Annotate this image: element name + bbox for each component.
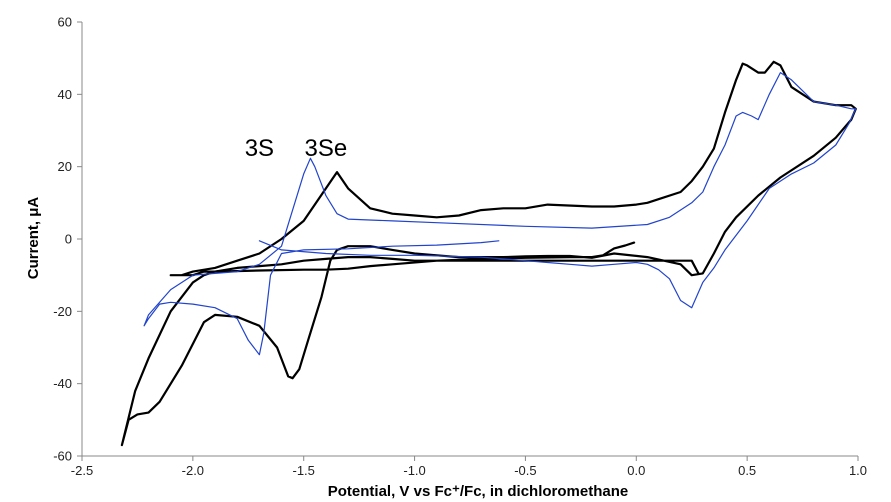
x-axis-title: Potential, V vs Fc⁺/Fc, in dichlorometha… — [328, 483, 628, 500]
annotation-label: 3Se — [305, 135, 348, 162]
x-tick-label: -1.5 — [293, 463, 315, 478]
series-line-2 — [143, 72, 857, 356]
x-tick-label: -1.0 — [403, 463, 425, 478]
series-layer — [120, 60, 857, 447]
series-line-1 — [120, 60, 857, 447]
y-axis-title: Current, μA — [25, 197, 42, 280]
annotation-label: 3S — [245, 135, 274, 162]
annotations: 3S 3Se — [245, 135, 348, 162]
x-tick-label: 1.0 — [849, 463, 867, 478]
y-tick-label: 20 — [58, 159, 72, 174]
plot-area — [81, 22, 858, 457]
x-tick-label: 0.5 — [738, 463, 756, 478]
x-tick-label: -2.5 — [71, 463, 93, 478]
y-tick-label: -60 — [53, 449, 72, 464]
tick-labels: -2.5 -2.0 -1.5 -1.0 -0.5 0.0 0.5 1.0 -60 -40 -20 0 2… — [53, 15, 867, 479]
y-tick-label: -40 — [53, 376, 72, 391]
y-tick-label: 0 — [65, 232, 72, 247]
y-tick-label: 60 — [58, 15, 72, 30]
y-tick-label: 40 — [58, 87, 72, 102]
x-tick-label: -2.0 — [182, 463, 204, 478]
x-tick-label: -0.5 — [514, 463, 536, 478]
y-tick-label: -20 — [53, 304, 72, 319]
x-tick-label: 0.0 — [627, 463, 645, 478]
